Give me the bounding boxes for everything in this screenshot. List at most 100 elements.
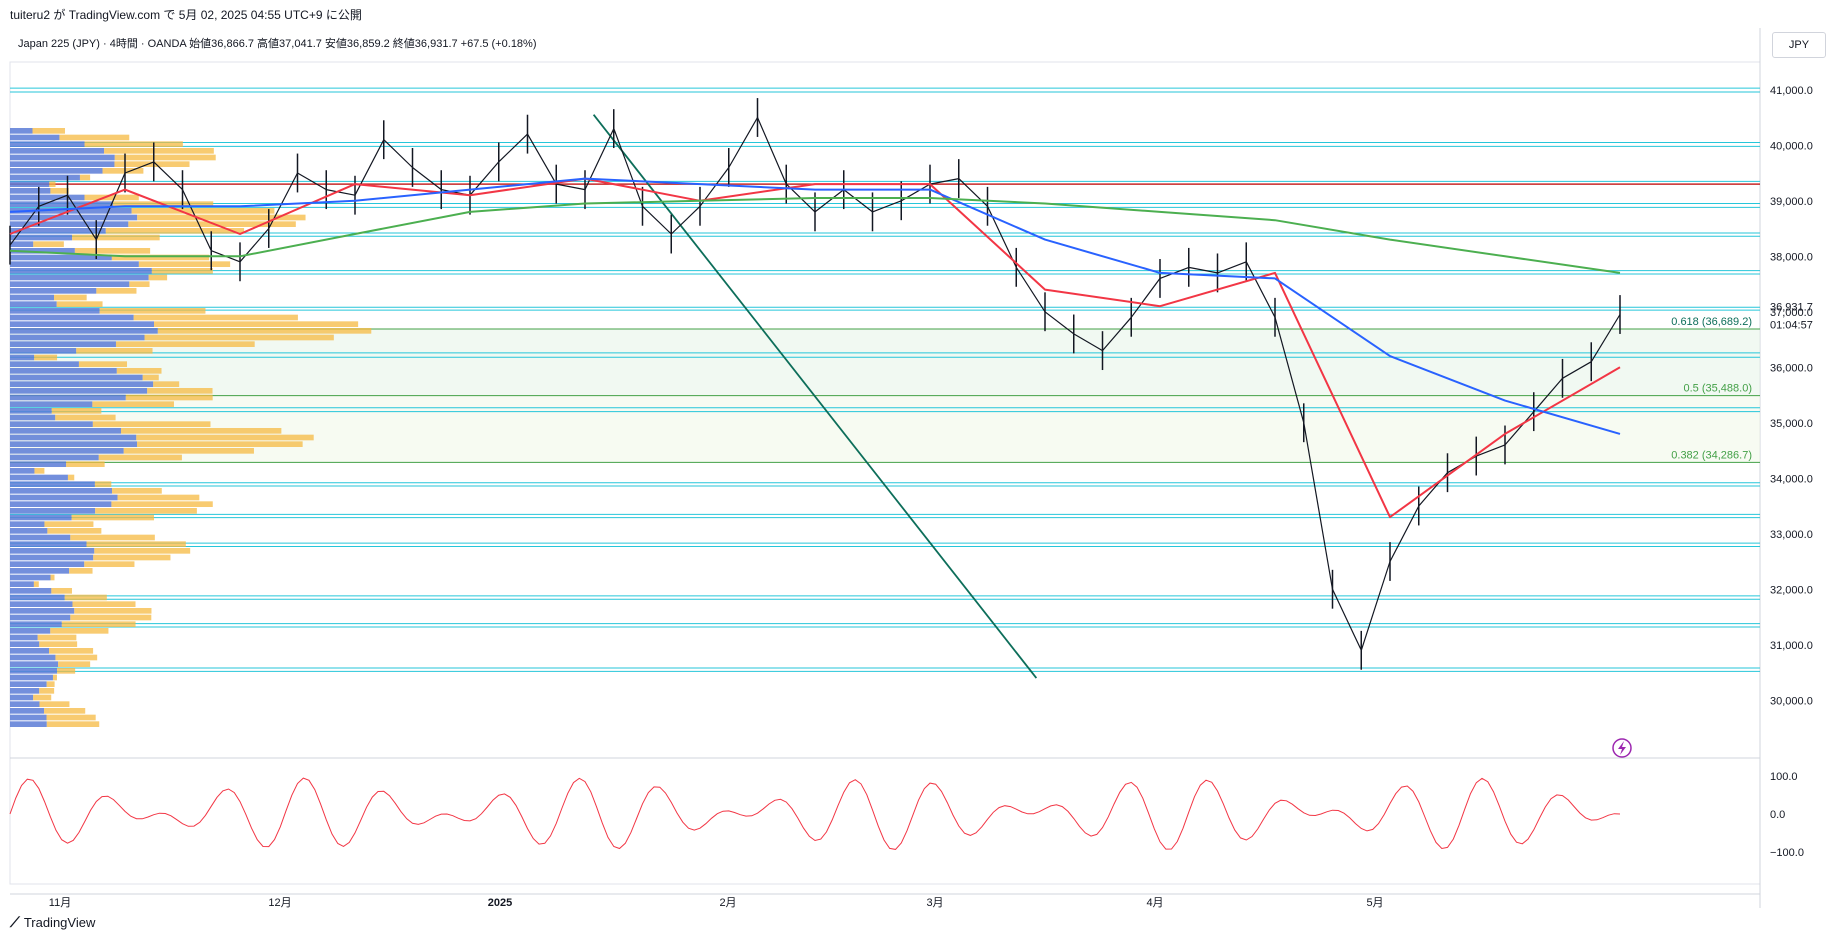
y-tick-label: 41,000.0: [1770, 85, 1813, 97]
y-tick-label: 31,000.0: [1770, 640, 1813, 652]
volume-profile-bar: [10, 361, 79, 367]
volume-profile-bar: [10, 308, 100, 314]
volume-profile-bar: [51, 588, 72, 594]
volume-profile-bar: [92, 401, 174, 407]
volume-profile-bar: [39, 641, 78, 647]
volume-profile-bar: [57, 668, 76, 674]
volume-profile-bar: [69, 568, 93, 574]
volume-profile-bar: [49, 648, 94, 654]
volume-profile-bar: [46, 721, 100, 727]
volume-profile-bar: [93, 554, 171, 561]
price-chart[interactable]: 0.618 (36,689.2) 0.5 (35,488.0) 0.382 (34,…: [0, 28, 1835, 908]
volume-profile-bar: [98, 454, 182, 461]
volume-profile-bar: [10, 394, 126, 401]
ma-red-line: [9, 177, 1621, 519]
volume-profile-bar: [74, 248, 151, 254]
volume-profile-bar: [117, 494, 200, 501]
volume-profile-bar: [37, 634, 77, 641]
volume-profile-bar: [10, 268, 152, 274]
volume-profile-bar: [72, 601, 136, 607]
volume-profile-bar: [10, 541, 87, 547]
volume-profile-bar: [115, 341, 255, 347]
volume-profile-bar: [104, 148, 214, 154]
volume-profile-bar: [137, 214, 306, 221]
volume-profile-bar: [10, 234, 73, 241]
volume-profile-bar: [10, 454, 99, 461]
volume-profile-bar: [10, 254, 112, 261]
volume-profile-bar: [33, 694, 52, 701]
volume-profile-bar: [10, 721, 47, 727]
volume-profile-bar: [114, 161, 190, 167]
volume-profile-bar: [102, 168, 144, 174]
volume-profile-bar: [61, 621, 136, 627]
y-tick-label: 35,000.0: [1770, 418, 1813, 430]
volume-profile-bar: [10, 341, 116, 347]
volume-profile-bar: [50, 628, 109, 634]
x-tick-label: 4月: [1146, 897, 1163, 908]
current-price-label: 36,931.7: [1770, 302, 1813, 314]
volume-profile-bar: [148, 274, 168, 281]
countdown-label: 01:04:57: [1770, 320, 1813, 332]
volume-profile-bar: [144, 334, 334, 341]
currency-selector[interactable]: JPY: [1772, 32, 1826, 58]
trendline: [592, 114, 1038, 679]
volume-profile-bar: [51, 408, 102, 414]
x-tick-label: 3月: [926, 897, 943, 908]
volume-profile-bar: [95, 508, 197, 514]
volume-profile-bar: [105, 228, 245, 234]
volume-profile-bar: [151, 268, 213, 274]
volume-profile-bar: [10, 181, 50, 187]
volume-profile-bar: [10, 241, 34, 247]
volume-profile-bar: [33, 241, 64, 247]
volume-profile-bar: [10, 534, 71, 541]
volume-profile-bar: [10, 688, 40, 694]
volume-profile-bar: [46, 714, 96, 721]
volume-profile-bar: [94, 548, 191, 554]
volume-profile-bar: [10, 428, 122, 434]
volume-profile-bar: [94, 481, 112, 487]
x-tick-label: 2月: [719, 897, 736, 908]
osc-y-tick-label: −100.0: [1770, 847, 1804, 859]
volume-profile-bar: [84, 141, 183, 147]
symbol-ohlc: Japan 225 (JPY) · 4時間 · OANDA 始値36,866.7…: [18, 38, 537, 50]
fib-level-label: 0.5 (35,488.0): [1684, 383, 1753, 395]
volume-profile-bar: [47, 528, 102, 534]
volume-profile-bar: [10, 301, 57, 307]
volume-profile-bar: [10, 508, 96, 514]
volume-profile-bar: [84, 561, 135, 567]
volume-profile-bar: [10, 448, 124, 454]
volume-profile-bar: [10, 421, 93, 427]
volume-profile-bar: [10, 628, 51, 634]
tradingview-logo-icon: ⟋: [10, 914, 20, 930]
volume-profile-bar: [10, 588, 52, 594]
volume-profile-bar: [32, 128, 65, 134]
volume-profile-bar: [39, 688, 55, 694]
volume-profile-bar: [84, 194, 139, 201]
volume-profile-bar: [10, 328, 158, 334]
x-tick-label: 11月: [49, 897, 71, 908]
volume-profile-bar: [10, 174, 80, 181]
volume-profile-bar: [10, 681, 47, 687]
volume-profile-bar: [10, 708, 45, 714]
volume-profile-bar: [125, 394, 213, 401]
lightning-icon-ring: [1612, 738, 1632, 758]
volume-profile-bar: [34, 468, 45, 474]
volume-profile-bar: [131, 208, 275, 214]
volume-profile-bar: [10, 334, 145, 341]
volume-profile-bar: [50, 188, 69, 194]
volume-profile-bar: [10, 654, 56, 661]
volume-profile-bar: [70, 534, 155, 541]
tradingview-brand: TradingView: [23, 915, 96, 930]
x-tick-label: 12月: [268, 897, 291, 908]
volume-profile-bar: [10, 408, 52, 414]
publish-info: tuiteru2 が TradingView.com で 5月 02, 2025…: [10, 8, 362, 22]
volume-profile-bar: [10, 488, 113, 494]
volume-profile-bar: [10, 288, 97, 294]
volume-profile-bar: [55, 654, 98, 661]
volume-profile-bar: [49, 181, 56, 187]
y-tick-label: 34,000.0: [1770, 473, 1813, 485]
volume-profile-bar: [10, 374, 143, 381]
volume-profile-bar: [10, 694, 34, 701]
volume-profile-bar: [10, 548, 95, 554]
plot-frame: [9, 61, 1761, 885]
